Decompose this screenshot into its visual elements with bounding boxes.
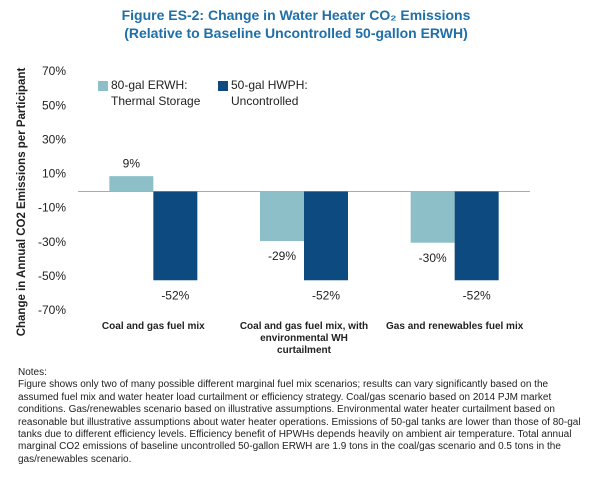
y-tick-label: 50% [42, 98, 66, 112]
value-label: -30% [419, 251, 447, 265]
legend-label: 80-gal ERWH: Thermal Storage [111, 78, 201, 108]
bar [260, 191, 304, 242]
chart-subtitle: (Relative to Baseline Uncontrolled 50-ga… [124, 25, 468, 41]
legend-swatch [218, 81, 228, 91]
value-label: -52% [463, 288, 491, 302]
value-label: 9% [123, 156, 141, 170]
y-tick-label: 30% [42, 132, 66, 146]
bar [109, 176, 154, 192]
x-tick-label: Coal and gas fuel mix, with environmenta… [239, 321, 369, 356]
bar [410, 191, 455, 243]
notes: Notes: Figure shows only two of many pos… [18, 367, 588, 466]
bar [454, 191, 499, 281]
legend-swatch [98, 81, 108, 91]
value-label: -52% [312, 288, 340, 302]
x-tick-label: Gas and renewables fuel mix [386, 321, 524, 332]
bar [304, 191, 348, 281]
y-axis-title: Change in Annual CO2 Emissions per Parti… [16, 68, 28, 337]
y-tick-label: -70% [38, 303, 66, 317]
bar [153, 191, 198, 281]
value-label: -52% [161, 288, 189, 302]
chart-title: Figure ES-2: Change in Water Heater CO₂ … [121, 7, 471, 23]
y-tick-label: -10% [38, 201, 66, 215]
notes-text: Figure shows only two of many possible d… [18, 379, 581, 465]
y-tick-label: -30% [38, 235, 66, 249]
y-tick-label: 10% [42, 167, 66, 181]
x-tick-label: Coal and gas fuel mix [101, 321, 205, 332]
legend-label: 50-gal HWPH: Uncontrolled [231, 78, 308, 108]
value-label: -29% [268, 249, 296, 263]
y-tick-label: -50% [38, 269, 66, 283]
y-tick-label: 70% [42, 64, 66, 78]
notes-heading: Notes: [18, 367, 47, 378]
